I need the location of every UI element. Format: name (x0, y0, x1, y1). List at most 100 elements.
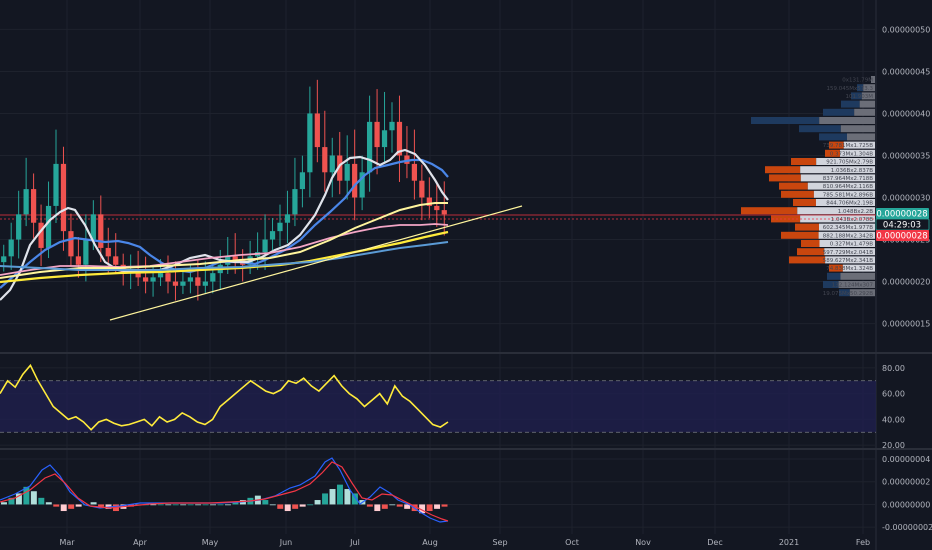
candle-body (277, 222, 283, 232)
candle-body (1, 256, 7, 263)
price-axis-label: 0.00000020 (882, 278, 930, 287)
volume-profile-bar-buy (751, 117, 820, 124)
macd-histogram-bar (60, 504, 67, 512)
macd-histogram-bar (441, 504, 448, 507)
macd-axis-label: -0.00000002 (882, 523, 932, 532)
volume-profile-bar-sell (819, 117, 875, 124)
volume-profile-bar-sell (825, 256, 875, 264)
time-axis[interactable]: Mar Apr May Jun Jul Aug Sep Oct Nov Dec 2021 Feb (59, 538, 870, 547)
rsi-axis[interactable]: 80.00 60.00 40.00 20.00 (882, 364, 905, 450)
macd-histogram-bar (150, 504, 157, 506)
volume-profile-bar-sell (800, 166, 875, 174)
candle-body (344, 163, 350, 181)
volume-profile-label: 844.706Mx2.19B (826, 201, 873, 207)
macd-histogram-bar (277, 504, 284, 509)
candle-body (359, 172, 365, 198)
volume-profile-label: 837.964Mx2.718B (823, 176, 873, 182)
macd-axis-label: 0.00000002 (882, 478, 930, 487)
macd-histogram-bar (217, 504, 224, 506)
candle-body (157, 273, 164, 278)
last-price-tag-label: 0.00000028 (876, 210, 927, 220)
price-axis-label: 0.00000040 (882, 109, 930, 118)
candle-body (83, 239, 89, 265)
volume-profile-bar-buy (781, 231, 819, 239)
macd-histogram-bar (157, 504, 164, 506)
macd-histogram-bar (389, 504, 396, 506)
candle-body (172, 281, 179, 286)
volume-profile-bar-sell (849, 289, 875, 297)
macd-histogram-bar (15, 493, 22, 505)
volume-profile-bar-buy (797, 248, 825, 256)
macd-histogram-bar (165, 504, 172, 506)
ma-white-line (0, 148, 449, 301)
time-axis-label: Mar (59, 538, 75, 547)
volume-profile-bar-sell (861, 92, 875, 100)
macd-histogram-bar (98, 504, 105, 507)
candle-body (53, 163, 59, 206)
volume-profile-bar-sell (854, 108, 875, 116)
macd-histogram-bar (307, 504, 314, 506)
candle-body (441, 210, 447, 215)
rsi-line (0, 363, 449, 431)
time-axis-label: Feb (856, 538, 870, 547)
volume-profile-bar-sell (859, 100, 875, 108)
chart-background (0, 0, 876, 550)
macd-axis-label: 0.00000000 (882, 500, 930, 509)
volume-profile-label: 74.838Mx1.324B (826, 266, 873, 272)
volume-profile-bar-sell (813, 190, 875, 198)
candle-body (165, 273, 171, 282)
macd-histogram-bar (75, 504, 82, 507)
volume-profile-label: 0.327Mx1.479B (830, 242, 873, 248)
macd-histogram-bar (225, 504, 231, 506)
macd-histogram-bar (202, 504, 209, 506)
volume-profile: 0x131.79M 159.045Mx573.3 101.903M 739.781Mx… (741, 76, 875, 297)
macd-histogram-bar (299, 504, 306, 507)
volume-profile-bar-sell (800, 174, 875, 182)
candle-body (314, 113, 320, 148)
macd-histogram-bar (269, 504, 276, 506)
time-axis-label: Jun (279, 538, 293, 547)
last-price-tag-background (876, 208, 929, 219)
candle-body (120, 264, 126, 274)
volume-profile-bar-sell (838, 281, 875, 288)
macd-axis[interactable]: 0.00000004 0.00000002 0.00000000 -0.0000000… (882, 455, 932, 532)
volume-profile-label: 1.043Bx2.078B (831, 217, 874, 223)
macd-axis-label: 0.00000004 (882, 455, 930, 464)
volume-profile-bar-buy (827, 272, 841, 280)
volume-profile-label: 602.345Mx1.977B (823, 225, 873, 231)
candle-body (426, 197, 432, 206)
volume-profile-label: 0.373Mx1.304B (830, 151, 873, 157)
volume-profile-label: 785.581Mx2.896B (823, 192, 873, 198)
macd-histogram-bar (366, 504, 373, 507)
candle-body (180, 281, 186, 286)
candle-body (434, 205, 440, 211)
volume-profile-bar-buy (795, 223, 819, 231)
candle-body (195, 277, 201, 286)
macd-histogram-bar (396, 504, 403, 507)
macd-histogram-bar (232, 502, 239, 505)
volume-profile-label: 1.048Bx2.2B (838, 209, 874, 215)
candle-body (307, 113, 313, 173)
volume-profile-label: 159.045Mx573.3 (827, 86, 874, 92)
price-axis-label: 0.00000045 (882, 67, 930, 76)
rsi-band (0, 380, 876, 433)
countdown-tag: 04:29:03 (875, 218, 930, 231)
time-axis-label: Oct (565, 538, 579, 547)
ma-pink-line (0, 223, 449, 276)
candle-body (381, 130, 388, 148)
secondary-price-tag: 0.00000028 (876, 230, 929, 242)
candle-body (16, 214, 22, 240)
candle-body (98, 214, 104, 248)
volume-profile-bar-buy (819, 133, 847, 141)
volume-profile-label: 739.781Mx1.725B (823, 143, 873, 149)
candle-body (8, 239, 14, 257)
time-axis-label: Nov (635, 538, 651, 547)
volume-profile-label: 597.729Mx2.041B (823, 250, 873, 256)
price-axis-background (876, 0, 932, 550)
macd-histogram-bar (419, 504, 426, 514)
macd-histogram-bar (434, 504, 441, 509)
candle-body (404, 155, 410, 164)
volume-profile-label: 101.903M (846, 94, 874, 100)
candle-body (411, 163, 418, 181)
trendline[interactable] (109, 205, 523, 321)
